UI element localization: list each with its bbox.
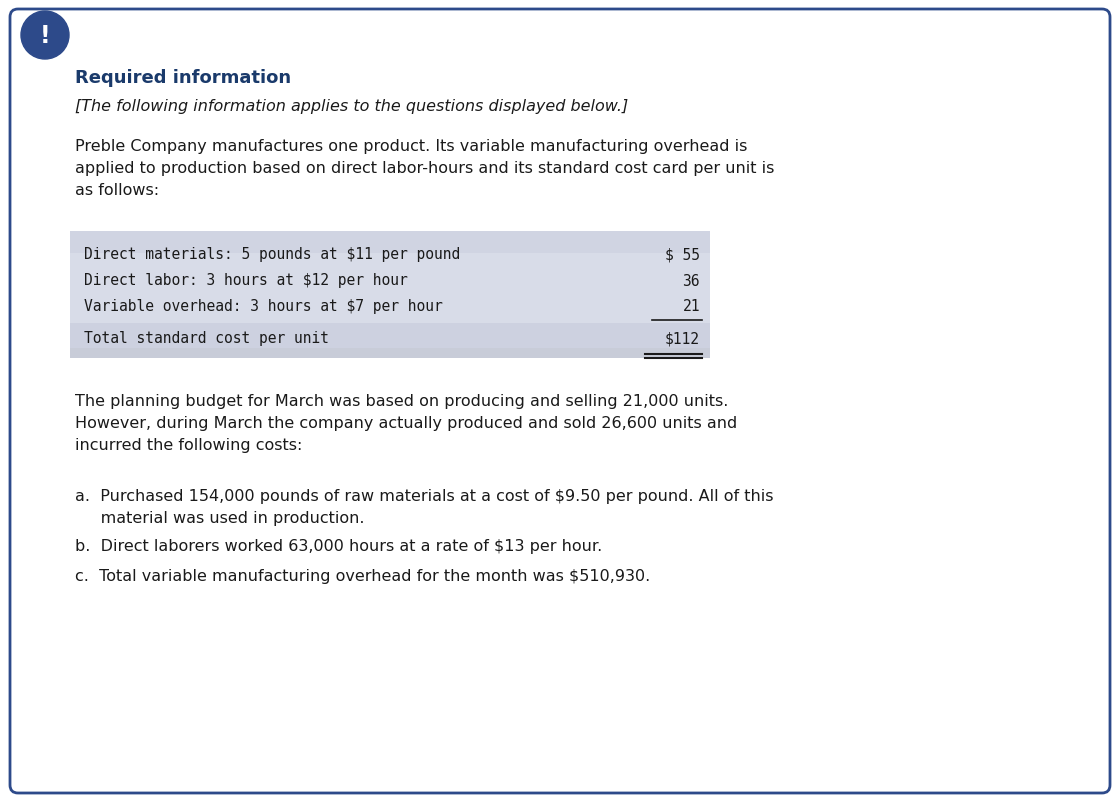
Text: Preble Company manufactures one product. Its variable manufacturing overhead is
: Preble Company manufactures one product.… (75, 139, 774, 198)
Text: a.  Purchased 154,000 pounds of raw materials at a cost of $9.50 per pound. All : a. Purchased 154,000 pounds of raw mater… (75, 488, 774, 503)
Text: c.  Total variable manufacturing overhead for the month was $510,930.: c. Total variable manufacturing overhead… (75, 569, 651, 583)
Text: Direct labor: 3 hours at $12 per hour: Direct labor: 3 hours at $12 per hour (84, 273, 408, 288)
FancyBboxPatch shape (69, 232, 710, 254)
Text: !: ! (39, 24, 50, 48)
Text: 36: 36 (682, 273, 700, 288)
FancyBboxPatch shape (10, 10, 1110, 793)
Text: Direct materials: 5 pounds at $11 per pound: Direct materials: 5 pounds at $11 per po… (84, 247, 460, 262)
Text: $112: $112 (665, 331, 700, 346)
Text: The planning budget for March was based on producing and selling 21,000 units.
H: The planning budget for March was based … (75, 393, 737, 453)
FancyBboxPatch shape (69, 291, 710, 318)
FancyBboxPatch shape (69, 234, 710, 359)
Circle shape (21, 12, 69, 60)
Text: [The following information applies to the questions displayed below.]: [The following information applies to th… (75, 99, 628, 114)
Text: Total standard cost per unit: Total standard cost per unit (84, 331, 329, 346)
FancyBboxPatch shape (69, 324, 710, 349)
FancyBboxPatch shape (69, 266, 710, 291)
Text: material was used in production.: material was used in production. (75, 511, 364, 525)
Text: b.  Direct laborers worked 63,000 hours at a rate of $13 per hour.: b. Direct laborers worked 63,000 hours a… (75, 538, 603, 553)
Text: 21: 21 (682, 300, 700, 314)
Text: Required information: Required information (75, 69, 291, 87)
Text: Variable overhead: 3 hours at $7 per hour: Variable overhead: 3 hours at $7 per hou… (84, 300, 442, 314)
FancyBboxPatch shape (69, 240, 710, 266)
Text: $ 55: $ 55 (665, 247, 700, 262)
FancyBboxPatch shape (69, 349, 710, 359)
